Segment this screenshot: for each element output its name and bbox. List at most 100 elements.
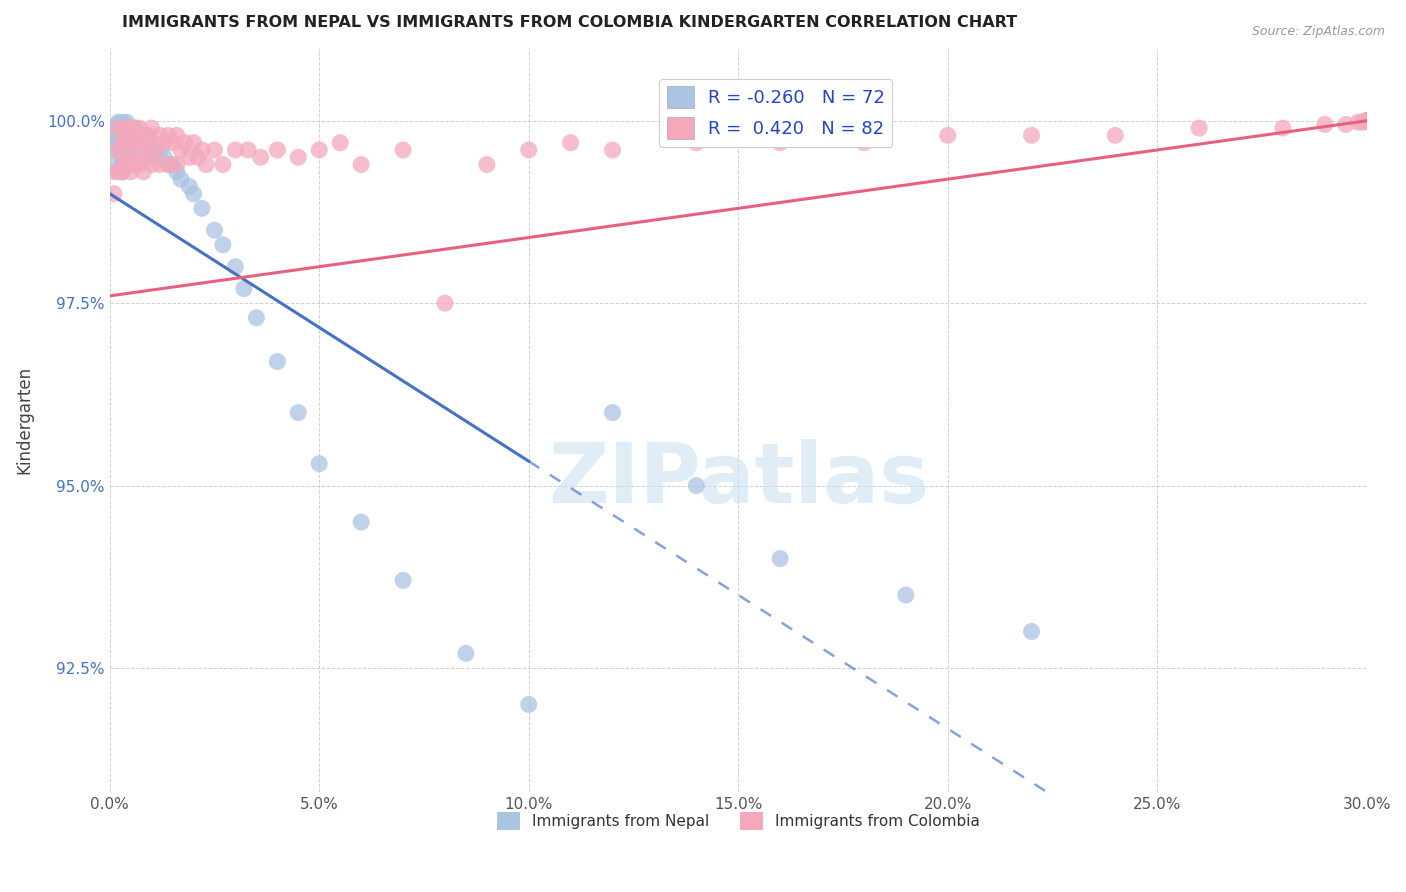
Point — [212, 237, 235, 252]
Point — [124, 121, 146, 136]
Point — [157, 157, 180, 171]
Point — [136, 128, 159, 143]
Point — [602, 143, 624, 157]
Point — [120, 121, 142, 136]
Point — [103, 165, 125, 179]
Point — [107, 128, 129, 143]
Point — [204, 223, 226, 237]
Point — [287, 406, 309, 420]
Point — [769, 551, 792, 566]
Point — [115, 136, 138, 150]
Point — [111, 143, 134, 157]
Point — [1334, 118, 1357, 132]
Point — [103, 121, 125, 136]
Point — [170, 143, 193, 157]
Point — [1021, 624, 1043, 639]
Point — [249, 150, 271, 164]
Point — [103, 136, 125, 150]
Point — [685, 478, 707, 492]
Point — [128, 128, 150, 143]
Point — [111, 157, 134, 171]
Y-axis label: Kindergarten: Kindergarten — [15, 366, 32, 474]
Point — [111, 165, 134, 179]
Point — [111, 121, 134, 136]
Point — [183, 136, 205, 150]
Point — [224, 260, 246, 274]
Point — [232, 282, 254, 296]
Point — [120, 121, 142, 136]
Point — [149, 157, 172, 171]
Point — [1104, 128, 1126, 143]
Point — [128, 136, 150, 150]
Point — [212, 157, 235, 171]
Point — [191, 202, 214, 216]
Point — [141, 136, 163, 150]
Point — [132, 128, 155, 143]
Point — [111, 121, 134, 136]
Point — [136, 128, 159, 143]
Point — [1355, 113, 1378, 128]
Point — [266, 143, 288, 157]
Point — [433, 296, 456, 310]
Point — [179, 179, 201, 194]
Point — [124, 143, 146, 157]
Point — [132, 143, 155, 157]
Point — [149, 143, 172, 157]
Point — [128, 157, 150, 171]
Point — [111, 136, 134, 150]
Point — [132, 128, 155, 143]
Point — [107, 121, 129, 136]
Point — [111, 136, 134, 150]
Point — [329, 136, 352, 150]
Point — [245, 310, 267, 325]
Point — [111, 150, 134, 164]
Point — [602, 406, 624, 420]
Point — [145, 143, 167, 157]
Point — [204, 143, 226, 157]
Point — [560, 136, 582, 150]
Point — [153, 150, 176, 164]
Point — [136, 150, 159, 164]
Point — [195, 157, 218, 171]
Point — [111, 118, 134, 132]
Point — [350, 157, 373, 171]
Point — [115, 115, 138, 129]
Point — [120, 150, 142, 164]
Point — [852, 136, 875, 150]
Point — [266, 354, 288, 368]
Point — [1021, 128, 1043, 143]
Point — [1355, 113, 1378, 128]
Point — [475, 157, 498, 171]
Point — [111, 128, 134, 143]
Point — [166, 157, 188, 171]
Point — [166, 165, 188, 179]
Point — [107, 115, 129, 129]
Point — [157, 128, 180, 143]
Point — [166, 128, 188, 143]
Point — [124, 136, 146, 150]
Point — [115, 121, 138, 136]
Point — [392, 574, 415, 588]
Point — [162, 157, 184, 171]
Point — [115, 121, 138, 136]
Point — [103, 186, 125, 201]
Text: IMMIGRANTS FROM NEPAL VS IMMIGRANTS FROM COLOMBIA KINDERGARTEN CORRELATION CHART: IMMIGRANTS FROM NEPAL VS IMMIGRANTS FROM… — [122, 15, 1018, 30]
Point — [141, 150, 163, 164]
Point — [124, 157, 146, 171]
Point — [124, 136, 146, 150]
Point — [170, 172, 193, 186]
Point — [179, 150, 201, 164]
Point — [145, 143, 167, 157]
Point — [1355, 113, 1378, 128]
Text: Source: ZipAtlas.com: Source: ZipAtlas.com — [1251, 25, 1385, 38]
Point — [120, 136, 142, 150]
Point — [132, 165, 155, 179]
Point — [191, 143, 214, 157]
Point — [107, 118, 129, 132]
Point — [128, 136, 150, 150]
Point — [308, 143, 330, 157]
Point — [103, 128, 125, 143]
Point — [1355, 113, 1378, 128]
Point — [350, 515, 373, 529]
Point — [153, 136, 176, 150]
